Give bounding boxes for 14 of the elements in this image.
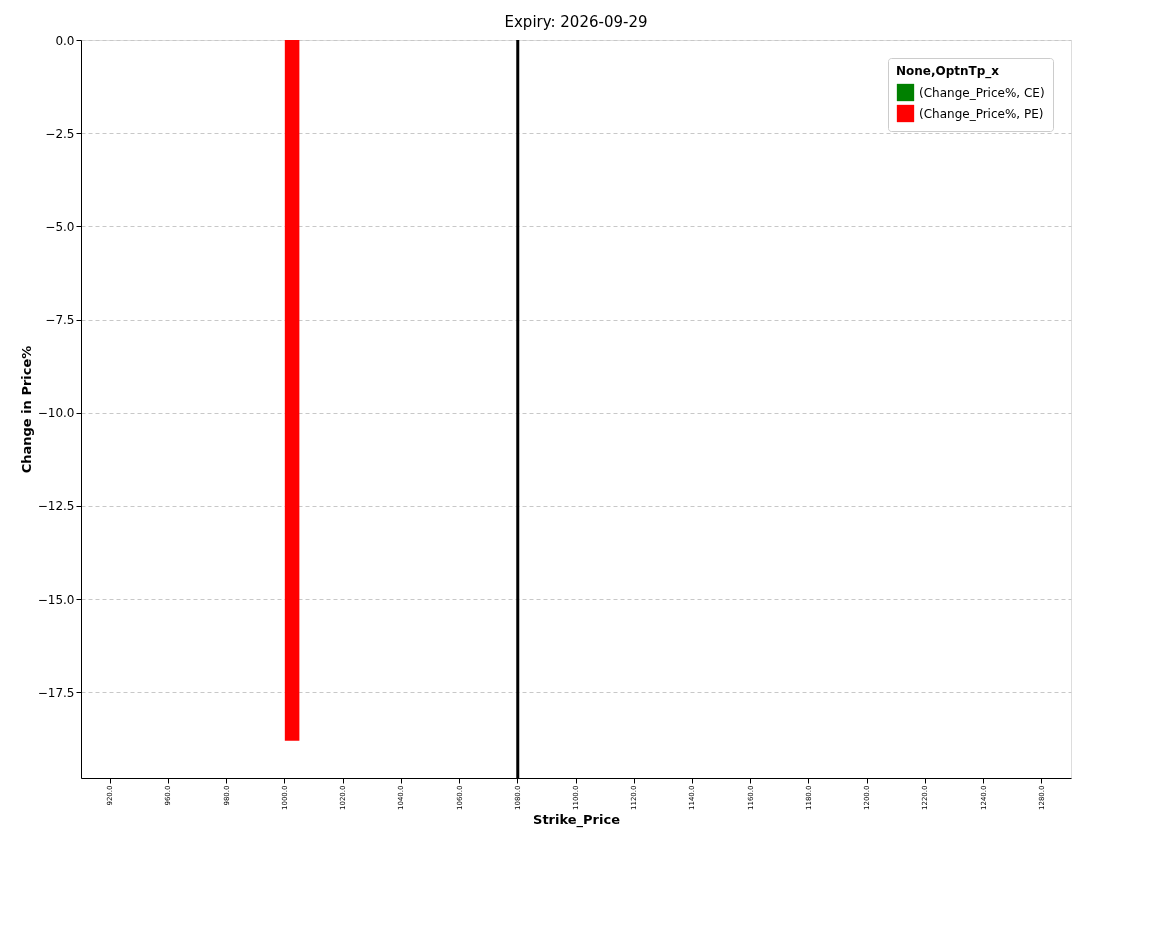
- y-tick-label: −2.5: [45, 126, 75, 141]
- y-tick-label: −17.5: [37, 685, 75, 700]
- y-tick-label: −12.5: [37, 499, 75, 514]
- chart-title: Expiry: 2026-09-29: [504, 13, 648, 31]
- y-tick-label: −10.0: [37, 406, 75, 421]
- legend-label: (Change_Price%, PE): [919, 106, 1044, 121]
- y-axis-title: Change in Price%: [18, 345, 34, 474]
- legend-label: (Change_Price%, CE): [919, 85, 1045, 100]
- y-tick-label: −5.0: [45, 219, 75, 234]
- legend-title: None,OptnTp_x: [896, 64, 1000, 79]
- y-tick-label: −15.0: [37, 592, 75, 607]
- y-tick-label: −7.5: [45, 313, 75, 328]
- y-tick-label: 0.0: [55, 33, 75, 48]
- x-axis-title: Strike_Price: [533, 811, 621, 828]
